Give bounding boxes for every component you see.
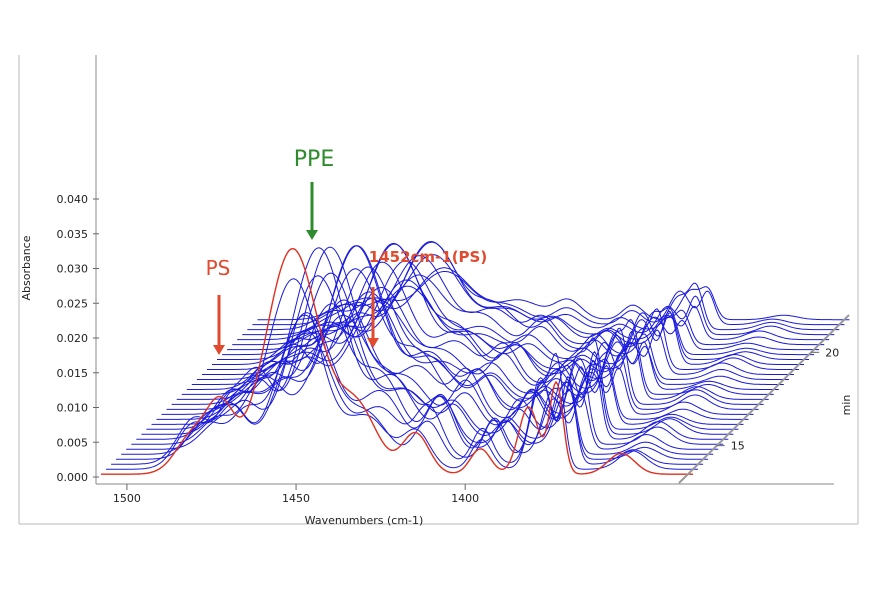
spectrum-trace bbox=[206, 243, 799, 370]
spectrum-trace bbox=[121, 312, 714, 455]
y-tick-label: 0.020 bbox=[57, 332, 89, 345]
annotation-label: PPE bbox=[294, 147, 334, 172]
spectrum-trace bbox=[111, 314, 704, 465]
y-tick-label: 0.005 bbox=[57, 436, 89, 449]
spectrum-trace bbox=[232, 255, 825, 346]
spectrum-trace bbox=[191, 286, 784, 385]
annotation-arrow-head bbox=[213, 345, 225, 355]
spectrum-trace bbox=[176, 266, 769, 400]
tick-labels: 0.000 0.005 0.010 0.015 0.020 0.025 0.030 0.035… bbox=[57, 193, 840, 505]
y-tick-label: 0.010 bbox=[57, 402, 89, 415]
z-tick-label: 20 bbox=[825, 346, 839, 359]
spectrum-trace bbox=[161, 268, 754, 415]
depth-axis-line bbox=[678, 314, 850, 484]
spectrum-trace bbox=[116, 329, 709, 460]
y-tick-label: 0.040 bbox=[57, 193, 89, 206]
z-tick-label: 15 bbox=[731, 440, 745, 453]
spectrum-trace bbox=[227, 274, 820, 351]
annotation-arrow-head bbox=[306, 230, 318, 240]
annotation-label: 1452cm-1(PS) bbox=[369, 248, 487, 266]
spectrum-trace bbox=[156, 299, 749, 420]
x-tick-label: 1450 bbox=[282, 492, 310, 505]
peak-annotations: PPE PS 1452cm-1(PS) bbox=[206, 147, 487, 355]
annotation-arrow-head bbox=[367, 338, 379, 348]
spectrum-trace bbox=[146, 303, 739, 430]
spectrum-trace bbox=[171, 245, 764, 405]
spectrum-trace bbox=[141, 272, 734, 435]
baseline-spectrum bbox=[101, 247, 693, 475]
spectra-traces bbox=[101, 240, 850, 475]
spectrum-trace bbox=[252, 267, 845, 326]
z-axis-label: min bbox=[840, 395, 853, 416]
y-axis-label: Absorbance bbox=[20, 235, 33, 300]
y-tick-label: 0.025 bbox=[57, 297, 89, 310]
y-tick-label: 0.015 bbox=[57, 367, 89, 380]
x-tick-label: 1400 bbox=[451, 492, 479, 505]
spectrum-trace bbox=[136, 246, 729, 440]
spectrum-trace bbox=[131, 247, 724, 445]
spectrum-trace bbox=[237, 240, 830, 341]
spectrum-trace bbox=[126, 275, 719, 450]
y-tick-label: 0.000 bbox=[57, 471, 89, 484]
spectrum-trace bbox=[212, 260, 804, 365]
annotation-label: PS bbox=[206, 256, 231, 280]
y-tick-label: 0.030 bbox=[57, 263, 89, 276]
y-tick-label: 0.035 bbox=[57, 228, 89, 241]
x-axis-label: Wavenumbers (cm-1) bbox=[305, 514, 424, 527]
x-tick-label: 1500 bbox=[113, 492, 141, 505]
